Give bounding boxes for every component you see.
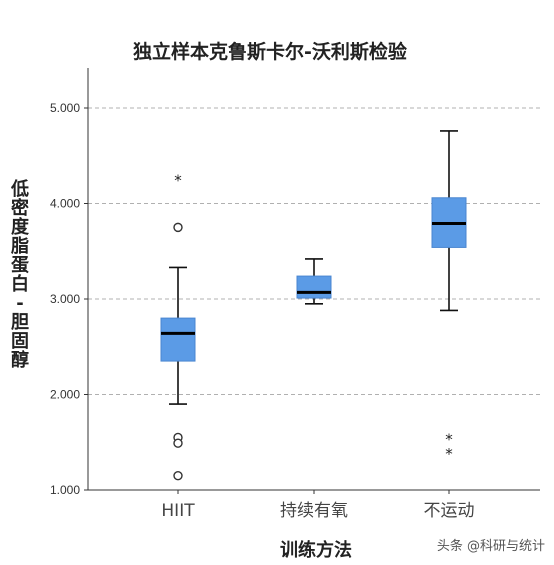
box-2 — [296, 258, 332, 305]
y-axis-label: 低密度脂蛋白-胆固醇 — [10, 178, 30, 371]
extreme-point: * — [174, 172, 182, 190]
x-tick-label: HIIT — [161, 501, 195, 521]
x-tick-label: 不运动 — [424, 501, 475, 521]
outlier-point — [173, 438, 183, 448]
extreme-point: * — [445, 430, 453, 448]
extreme-point: * — [445, 445, 453, 463]
box-1: * — [160, 172, 196, 481]
y-tick-label: 4.000 — [50, 197, 80, 211]
x-axis-label: 训练方法 — [280, 539, 352, 561]
iqr-box — [160, 317, 196, 362]
y-tick-label: 5.000 — [50, 101, 80, 115]
iqr-box — [296, 275, 332, 299]
x-tick-label: 持续有氧 — [280, 501, 348, 521]
chart-title: 独立样本克鲁斯卡尔-沃利斯检验 — [133, 40, 408, 63]
y-tick-label: 3.000 — [50, 292, 80, 306]
y-tick-label: 1.000 — [50, 483, 80, 497]
y-tick-label: 2.000 — [50, 388, 80, 402]
watermark: 头条 @科研与统计 — [437, 538, 545, 554]
y-axis-label-text: 低密度脂蛋白-胆固醇 — [10, 178, 30, 371]
box-series: *** — [160, 130, 467, 481]
box-3: ** — [431, 130, 467, 463]
gridlines — [84, 107, 540, 491]
outlier-point — [173, 222, 183, 233]
y-tick-labels: 1.000 2.000 3.000 4.000 5.000 — [50, 101, 80, 497]
x-tick-labels: HIIT 持续有氧 不运动 — [161, 490, 475, 521]
outlier-point — [173, 470, 183, 481]
